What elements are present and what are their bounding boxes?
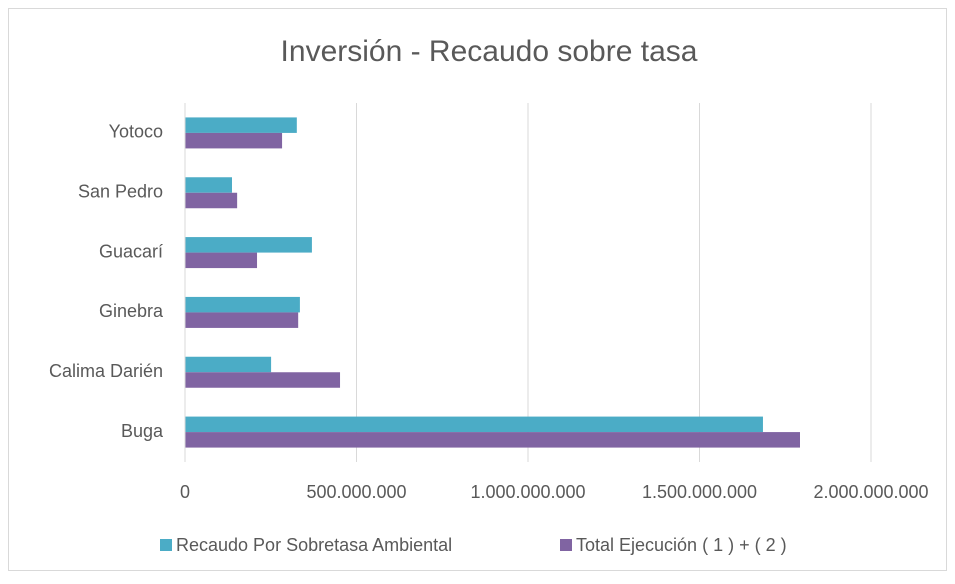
x-tick-label: 1.000.000.000 <box>470 482 585 502</box>
legend-label: Total Ejecución ( 1 ) + ( 2 ) <box>576 535 787 555</box>
bar <box>185 192 238 209</box>
x-tick-label: 1.500.000.000 <box>642 482 757 502</box>
legend-swatch <box>160 539 172 551</box>
y-tick-label: Yotoco <box>109 122 163 142</box>
x-tick-label: 0 <box>180 482 190 502</box>
bar <box>185 237 312 253</box>
x-tick-label: 500.000.000 <box>306 482 406 502</box>
chart-border <box>8 8 947 571</box>
y-tick-label: Ginebra <box>99 301 164 321</box>
bar <box>185 416 763 433</box>
bar <box>185 117 297 133</box>
bar <box>185 296 300 313</box>
chart-title: Inversión - Recaudo sobre tasa <box>281 35 698 68</box>
bar <box>185 432 800 448</box>
y-tick-label: Buga <box>121 421 164 441</box>
y-tick-label: Calima Darién <box>49 361 163 381</box>
bar <box>185 356 272 373</box>
bar <box>185 372 341 388</box>
legend-label: Recaudo Por Sobretasa Ambiental <box>176 535 452 555</box>
x-tick-label: 2.000.000.000 <box>813 482 928 502</box>
bar <box>185 177 232 193</box>
legend-swatch <box>560 539 572 551</box>
bar <box>185 252 258 269</box>
bar <box>185 132 283 149</box>
y-tick-label: San Pedro <box>78 182 163 202</box>
y-tick-label: Guacarí <box>99 241 163 261</box>
bar <box>185 312 299 328</box>
